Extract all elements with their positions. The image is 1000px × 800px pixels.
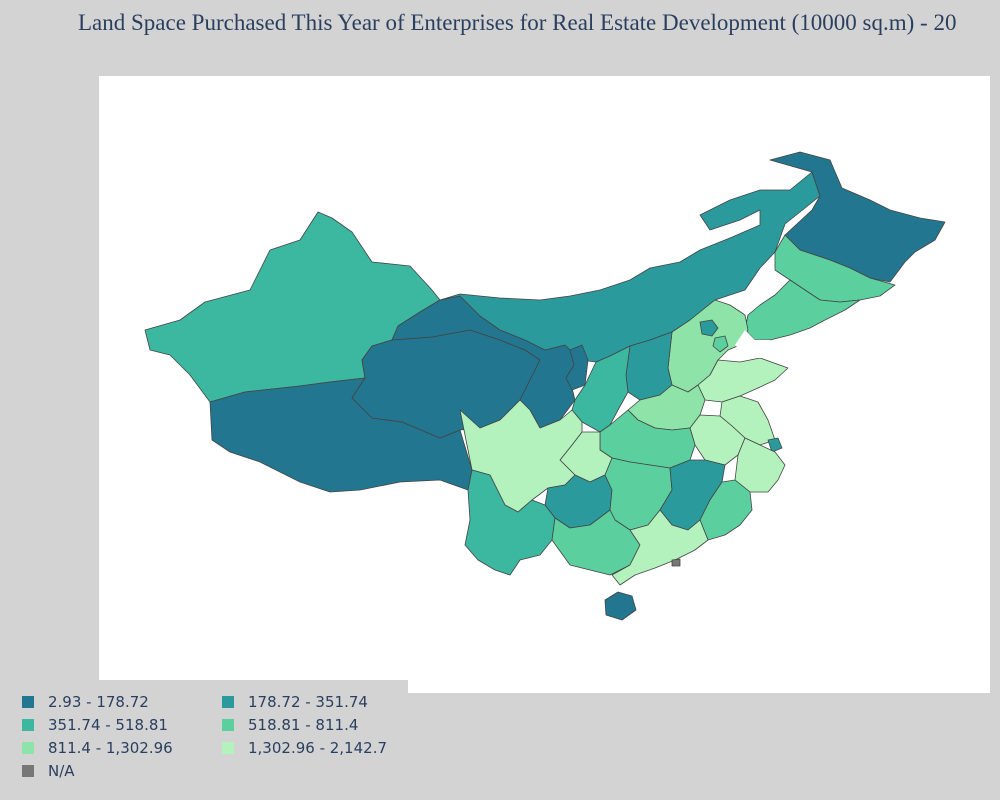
- legend-item-class-6[interactable]: 1,302.96 - 2,142.7: [222, 739, 387, 757]
- region-ningxia[interactable]: [565, 344, 589, 391]
- legend-label: 2.93 - 178.72: [48, 693, 149, 711]
- legend-swatch: [22, 742, 34, 754]
- legend-label: 178.72 - 351.74: [248, 693, 368, 711]
- region-yunnan[interactable]: [464, 469, 556, 576]
- legend-item-class-1[interactable]: 2.93 - 178.72: [22, 693, 149, 711]
- legend-item-class-4[interactable]: 518.81 - 811.4: [222, 716, 358, 734]
- map-legend: 2.93 - 178.72 178.72 - 351.74 351.74 - 5…: [0, 680, 408, 800]
- legend-item-na[interactable]: N/A: [22, 762, 75, 780]
- region-tianjin[interactable]: [712, 335, 729, 353]
- bohai-sea-water: [735, 330, 775, 358]
- region-hainan[interactable]: [604, 591, 637, 621]
- region-liaoning[interactable]: [744, 279, 861, 341]
- region-hong-kong[interactable]: [671, 558, 681, 567]
- china-map: [144, 151, 946, 621]
- legend-label: 518.81 - 811.4: [248, 716, 359, 734]
- map-panel: [99, 76, 990, 693]
- legend-label: N/A: [48, 762, 75, 780]
- legend-swatch: [22, 696, 34, 708]
- legend-label: 811.4 - 1,302.96: [48, 739, 173, 757]
- region-shanghai[interactable]: [767, 437, 783, 453]
- legend-swatch: [22, 765, 34, 777]
- region-shandong[interactable]: [697, 357, 789, 403]
- region-beijing[interactable]: [699, 319, 719, 337]
- legend-item-class-3[interactable]: 351.74 - 518.81: [22, 716, 168, 734]
- legend-item-class-2[interactable]: 178.72 - 351.74: [222, 693, 368, 711]
- legend-item-class-5[interactable]: 811.4 - 1,302.96: [22, 739, 173, 757]
- region-heilongjiang[interactable]: [769, 151, 946, 283]
- region-guangdong[interactable]: [611, 509, 709, 586]
- legend-swatch: [222, 719, 234, 731]
- legend-swatch: [222, 696, 234, 708]
- legend-label: 351.74 - 518.81: [48, 716, 168, 734]
- legend-swatch: [22, 719, 34, 731]
- legend-label: 1,302.96 - 2,142.7: [248, 739, 387, 757]
- map-title: Land Space Purchased This Year of Enterp…: [78, 10, 957, 35]
- legend-swatch: [222, 742, 234, 754]
